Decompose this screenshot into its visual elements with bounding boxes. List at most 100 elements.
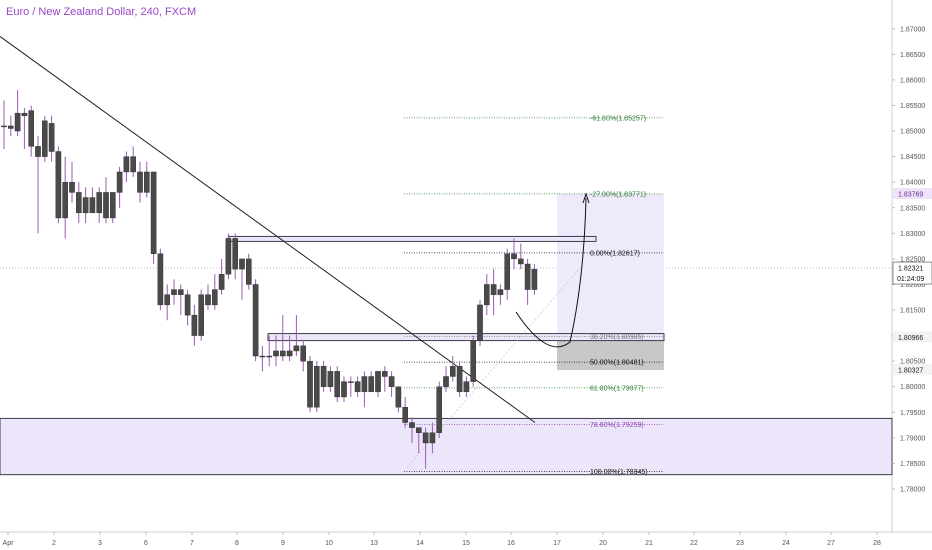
y-tick-label: 1.78500 (900, 461, 925, 468)
candle-body (218, 274, 225, 290)
candle-body (150, 171, 157, 254)
fib-level-label: -27.00%(1.83771) (590, 191, 646, 198)
current-price-badge (892, 261, 932, 285)
candle-body (463, 381, 470, 393)
candle-body (82, 197, 89, 214)
fib-level-label: 38.20%(1.80985) (590, 334, 644, 341)
candle-body (266, 355, 273, 358)
candle-body (211, 289, 218, 306)
x-tick-label: 7 (190, 540, 194, 547)
fib-level-label: 50.00%(1.80481) (590, 360, 644, 367)
candle-body (293, 345, 300, 352)
candle-body (368, 376, 375, 393)
x-tick-label: 27 (827, 540, 835, 547)
candle-body (436, 386, 443, 433)
y-tick-label: 1.83000 (900, 231, 925, 238)
candle-body (28, 110, 35, 147)
candle-body (334, 371, 341, 398)
candle-body (416, 427, 422, 433)
candle-body (137, 171, 143, 193)
candle-body (450, 366, 456, 377)
candle-body (361, 376, 368, 393)
candle-body (375, 371, 381, 393)
candle-body (184, 294, 191, 316)
candle-body (348, 381, 354, 383)
candle-body (320, 366, 327, 387)
demand-zone (0, 417, 893, 476)
trendline (0, 36, 590, 423)
fib-level-label: 61.80%(1.79977) (590, 385, 644, 392)
candle-body (456, 366, 463, 393)
candle-body (21, 112, 28, 116)
y-tick-label: 1.84500 (900, 154, 925, 161)
badge-stop (893, 364, 932, 376)
x-tick-label: 9 (281, 540, 285, 547)
x-tick-label: 20 (599, 540, 607, 547)
candle-body (164, 294, 171, 306)
chart-title: Euro / New Zealand Dollar, 240, FXCM (6, 6, 197, 18)
candle-body (280, 350, 286, 357)
x-tick-label: 10 (325, 540, 333, 547)
countdown-label: 01:24:09 (897, 276, 924, 283)
candle-body (524, 263, 531, 290)
time-axis: Apr 2 3 6 7 8 9 10 13 14 15 16 17 20 21 22 23 24 27 28 (3, 532, 881, 547)
y-tick-label: 1.84000 (900, 180, 925, 187)
candle-body (314, 366, 320, 408)
candle-body (62, 181, 68, 219)
y-tick-label: 1.85500 (900, 103, 925, 110)
fib-level-label: 78.60%(1.79259) (590, 422, 644, 429)
x-tick-label: 14 (416, 540, 424, 547)
candle-body (484, 284, 490, 306)
candle-body (327, 371, 334, 387)
x-tick-label: 28 (873, 540, 881, 547)
candle-body (171, 289, 177, 295)
candle-body (55, 151, 62, 219)
candle-body (354, 381, 361, 393)
fib-level-label: 0.00%(1.82617) (590, 250, 640, 257)
candle-body (470, 340, 477, 382)
fib-level-label: -61.80%(1.85257) (590, 115, 646, 122)
candle-body (7, 125, 14, 129)
projection-arrowhead (582, 192, 590, 204)
candle-body (177, 289, 184, 295)
candle-body (96, 192, 102, 214)
candle-body (198, 294, 205, 336)
support-zone (267, 333, 665, 342)
y-tick-label: 1.82500 (900, 256, 925, 263)
candle-body (490, 284, 497, 295)
candle-body (245, 258, 252, 285)
candle-body (157, 253, 164, 306)
candle-body (191, 314, 198, 336)
resistance-zone (228, 235, 597, 242)
x-tick-label: 6 (144, 540, 148, 547)
candle-body (307, 360, 313, 408)
x-tick-label: 17 (553, 540, 561, 547)
price-axis: 1.87000 1.86500 1.86000 1.85500 1.85000 1.845… (892, 26, 932, 493)
projection-arrow (515, 197, 587, 348)
candle-body (48, 123, 55, 152)
candle-body (518, 258, 524, 265)
candle-body (443, 376, 449, 387)
candle-body (429, 432, 436, 444)
candle-body (143, 171, 150, 193)
candle-body (225, 238, 232, 275)
candle-body (252, 284, 259, 357)
fib-level-label: 100.00%(1.78345) (590, 469, 648, 476)
x-tick-label: 13 (370, 540, 378, 547)
x-tick-label: 3 (98, 540, 102, 547)
candle-body (103, 192, 109, 219)
candle-body (116, 171, 123, 193)
projection-stop-box (557, 337, 664, 371)
y-tick-label: 1.78000 (900, 486, 925, 493)
y-tick-label: 1.86000 (900, 77, 925, 84)
y-tick-label: 1.80000 (900, 384, 925, 391)
candle-body (504, 253, 511, 290)
badge-upper-target (893, 187, 932, 199)
y-tick-label: 1.82000 (900, 282, 925, 289)
candle-body (130, 156, 137, 173)
candle-body (35, 146, 41, 157)
badge-support-label: 1.80966 (898, 335, 923, 342)
candle-body (477, 304, 483, 341)
candle-body (14, 112, 21, 132)
